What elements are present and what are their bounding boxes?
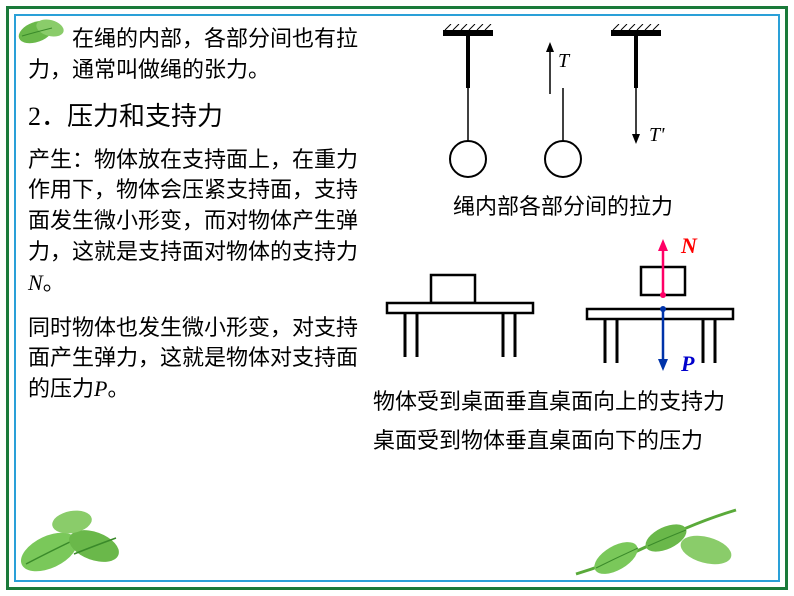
label-t-prime: T' [649,124,664,147]
pressure-var-p: P [94,376,107,401]
section-number: 2． [28,102,67,131]
table-diagram: N P [373,229,773,379]
pressure-paragraph: 同时物体也发生微小形变，对支持面产生弹力，这就是物体对支持面的压力P。 [28,313,358,405]
support-force-paragraph: 产生：物体放在支持面上，在重力作用下，物体会压紧支持面，支持面发生微小形变，而对… [28,145,358,299]
rope-tension-text: 在绳的内部，各部分间也有拉力，通常叫做绳的张力。 [28,24,358,86]
leaf-icon [566,502,746,582]
pressure-end: 。 [107,376,129,401]
label-n: N [681,233,697,259]
section-title-text: 压力和支持力 [67,102,223,131]
table-caption-2: 桌面受到物体垂直桌面向下的压力 [373,426,773,457]
support-end: 。 [43,270,65,295]
right-column: T T' 绳内部各部分间的拉力 [373,24,773,456]
label-t: T [558,50,569,73]
table-caption-1: 物体受到桌面垂直桌面向上的支持力 [373,387,773,418]
leaf-icon [14,492,144,582]
support-var-n: N [28,270,43,295]
rope-diagram: T T' [373,24,773,184]
support-force-text: 产生：物体放在支持面上，在重力作用下，物体会压紧支持面，支持面发生微小形变，而对… [28,147,358,264]
section-heading: 2．压力和支持力 [28,96,358,133]
left-column: 在绳的内部，各部分间也有拉力，通常叫做绳的张力。 2．压力和支持力 产生：物体放… [28,24,358,415]
pressure-text: 同时物体也发生微小形变，对支持面产生弹力，这就是物体对支持面的压力 [28,315,358,402]
slide-content: 在绳的内部，各部分间也有拉力，通常叫做绳的张力。 2．压力和支持力 产生：物体放… [18,18,776,578]
label-p: P [681,351,694,377]
rope-caption: 绳内部各部分间的拉力 [353,192,773,223]
